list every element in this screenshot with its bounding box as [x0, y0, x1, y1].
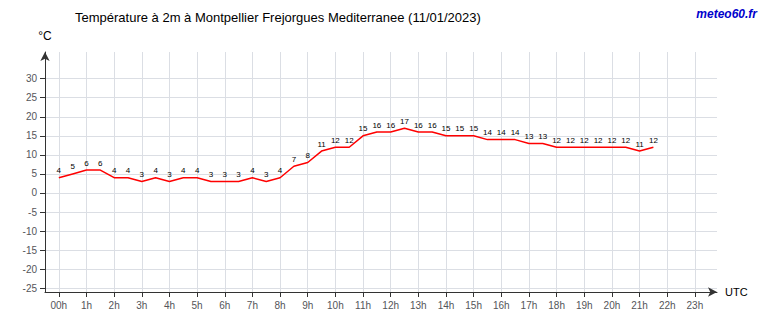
svg-text:13: 13: [538, 132, 547, 141]
svg-text:8h: 8h: [274, 300, 285, 311]
svg-text:4: 4: [250, 166, 255, 175]
svg-text:Température à 2m à Montpellier: Température à 2m à Montpellier Frejorgue…: [75, 10, 481, 25]
svg-text:22h: 22h: [659, 300, 676, 311]
svg-text:3h: 3h: [136, 300, 147, 311]
svg-text:3: 3: [209, 170, 214, 179]
svg-text:1h: 1h: [81, 300, 92, 311]
svg-text:0: 0: [31, 187, 37, 198]
svg-text:17h: 17h: [521, 300, 538, 311]
svg-text:12: 12: [552, 136, 561, 145]
svg-text:meteo60.fr: meteo60.fr: [696, 7, 758, 21]
svg-text:3: 3: [264, 170, 269, 179]
svg-text:-25: -25: [23, 283, 38, 294]
svg-text:8: 8: [305, 151, 310, 160]
svg-text:12: 12: [580, 136, 589, 145]
svg-text:14: 14: [497, 128, 506, 137]
svg-text:2h: 2h: [109, 300, 120, 311]
svg-text:14: 14: [483, 128, 492, 137]
svg-text:-20: -20: [23, 264, 38, 275]
svg-text:-15: -15: [23, 245, 38, 256]
svg-text:25: 25: [26, 92, 38, 103]
svg-text:16: 16: [428, 121, 437, 130]
svg-text:3: 3: [223, 170, 228, 179]
svg-text:15: 15: [469, 124, 478, 133]
svg-text:4: 4: [181, 166, 186, 175]
svg-text:00h: 00h: [50, 300, 67, 311]
svg-text:14h: 14h: [438, 300, 455, 311]
svg-text:14: 14: [511, 128, 520, 137]
svg-text:6h: 6h: [219, 300, 230, 311]
svg-text:5h: 5h: [192, 300, 203, 311]
svg-text:15: 15: [359, 124, 368, 133]
svg-text:4: 4: [112, 166, 117, 175]
svg-text:-5: -5: [28, 207, 37, 218]
svg-text:3: 3: [236, 170, 241, 179]
svg-text:12: 12: [331, 136, 340, 145]
svg-text:9h: 9h: [302, 300, 313, 311]
svg-text:6: 6: [98, 159, 103, 168]
svg-text:3: 3: [167, 170, 172, 179]
svg-text:°C: °C: [38, 29, 52, 43]
svg-text:10h: 10h: [327, 300, 344, 311]
svg-text:4: 4: [278, 166, 283, 175]
svg-text:5: 5: [31, 168, 37, 179]
svg-text:4: 4: [57, 166, 62, 175]
svg-text:11h: 11h: [355, 300, 371, 311]
svg-text:21h: 21h: [631, 300, 648, 311]
svg-text:30: 30: [26, 73, 38, 84]
svg-text:-10: -10: [23, 226, 38, 237]
svg-text:12: 12: [649, 136, 658, 145]
svg-text:4h: 4h: [164, 300, 175, 311]
svg-text:12h: 12h: [382, 300, 399, 311]
svg-text:15h: 15h: [465, 300, 482, 311]
svg-text:15: 15: [26, 130, 38, 141]
svg-text:20: 20: [26, 111, 38, 122]
svg-text:16: 16: [386, 121, 395, 130]
svg-text:3: 3: [140, 170, 145, 179]
svg-text:17: 17: [400, 117, 409, 126]
svg-text:4: 4: [126, 166, 131, 175]
svg-text:7: 7: [292, 155, 297, 164]
svg-text:4: 4: [195, 166, 200, 175]
svg-text:20h: 20h: [604, 300, 621, 311]
svg-text:12: 12: [621, 136, 630, 145]
svg-text:7h: 7h: [247, 300, 258, 311]
svg-text:12: 12: [345, 136, 354, 145]
svg-text:4: 4: [153, 166, 158, 175]
svg-text:15: 15: [455, 124, 464, 133]
svg-text:5: 5: [70, 162, 75, 171]
svg-text:10: 10: [26, 149, 38, 160]
svg-text:18h: 18h: [548, 300, 565, 311]
svg-text:11: 11: [635, 140, 644, 149]
svg-text:16: 16: [414, 121, 423, 130]
svg-text:15: 15: [442, 124, 451, 133]
svg-text:UTC: UTC: [725, 286, 748, 298]
svg-text:11: 11: [317, 140, 326, 149]
svg-text:12: 12: [594, 136, 603, 145]
svg-text:12: 12: [566, 136, 575, 145]
svg-text:13h: 13h: [410, 300, 427, 311]
svg-text:23h: 23h: [687, 300, 704, 311]
svg-text:13: 13: [524, 132, 533, 141]
svg-text:16h: 16h: [493, 300, 510, 311]
svg-text:12: 12: [607, 136, 616, 145]
svg-text:16: 16: [372, 121, 381, 130]
svg-text:19h: 19h: [576, 300, 593, 311]
svg-text:6: 6: [84, 159, 89, 168]
